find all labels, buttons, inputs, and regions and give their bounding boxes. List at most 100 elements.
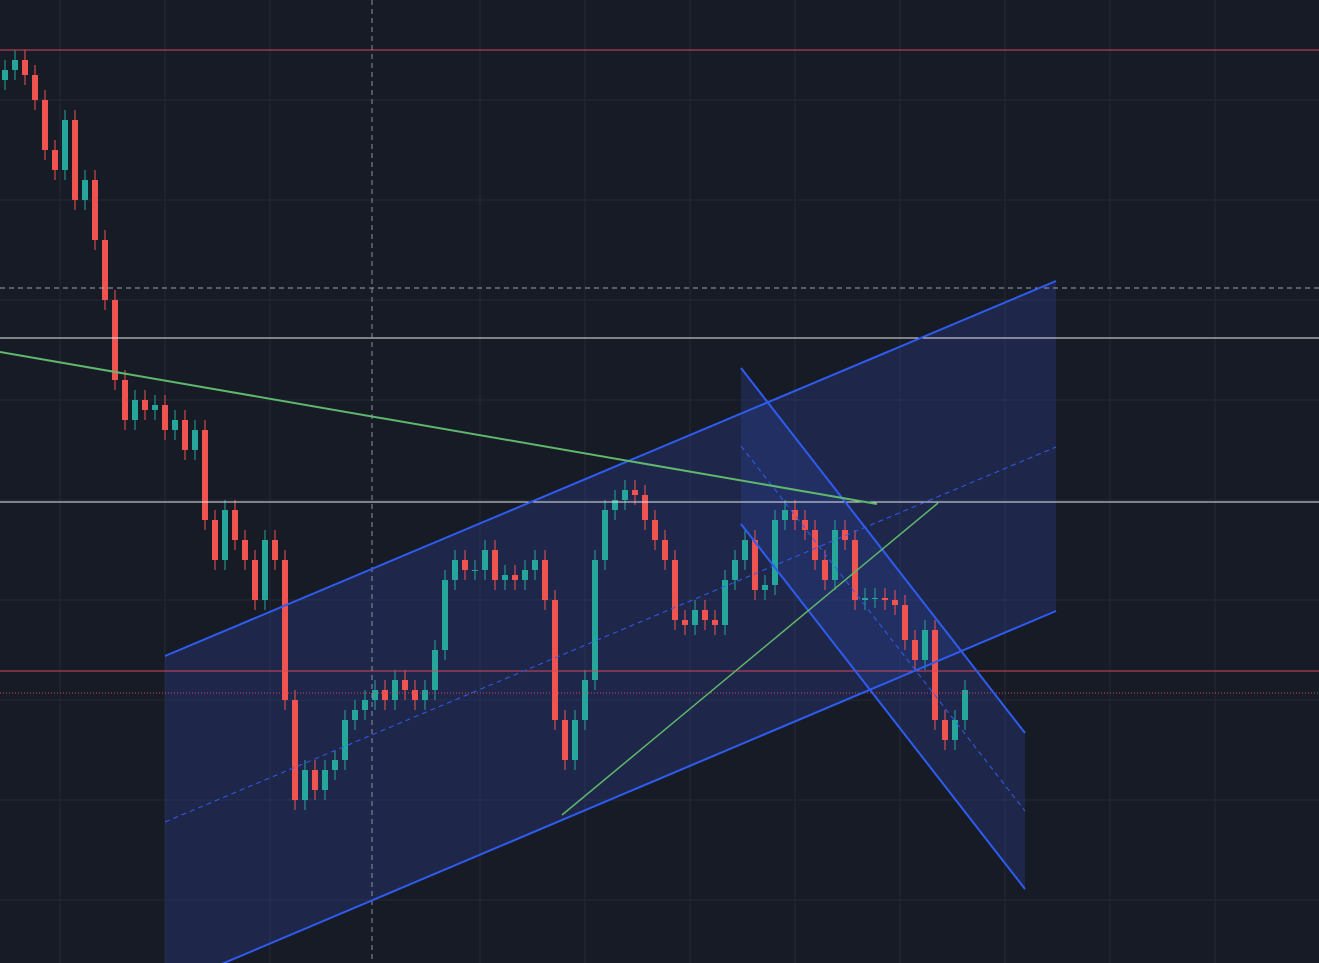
candle-body xyxy=(902,605,908,640)
candle-body xyxy=(472,570,478,571)
candle-body xyxy=(392,680,398,700)
trend-line xyxy=(0,351,878,505)
candle-body xyxy=(192,430,198,450)
candle-body xyxy=(622,490,628,500)
candle-body xyxy=(822,560,828,580)
candles xyxy=(2,50,968,810)
candle-body xyxy=(452,560,458,580)
candle-body xyxy=(412,690,418,700)
candle-body xyxy=(502,575,508,580)
candle-body xyxy=(342,720,348,760)
candle-body xyxy=(32,75,38,100)
descending-channel-fill xyxy=(741,368,1025,889)
candle-body xyxy=(2,70,8,80)
candle-body xyxy=(522,570,528,580)
candle-body xyxy=(322,770,328,790)
candle-body xyxy=(492,550,498,580)
candle-body xyxy=(282,560,288,700)
candle-body xyxy=(932,630,938,720)
candle-body xyxy=(832,530,838,580)
candle-body xyxy=(252,560,258,600)
candle-body xyxy=(82,180,88,200)
candle-body xyxy=(552,600,558,720)
candle-body xyxy=(442,580,448,650)
candle-body xyxy=(402,680,408,690)
candle-body xyxy=(602,510,608,560)
candle-body xyxy=(512,575,518,580)
candle-body xyxy=(562,720,568,760)
candle-body xyxy=(22,60,28,75)
candle-body xyxy=(72,120,78,200)
candle-body xyxy=(712,620,718,625)
candle-body xyxy=(292,700,298,800)
candle-body xyxy=(122,380,128,420)
candle-body xyxy=(842,530,848,540)
candle-body xyxy=(692,610,698,625)
candle-body xyxy=(162,405,168,430)
candle-body xyxy=(662,540,668,560)
candle-body xyxy=(532,560,538,570)
candle-body xyxy=(362,700,368,710)
candle-body xyxy=(212,520,218,560)
candle-body xyxy=(592,560,598,680)
candle-body xyxy=(352,710,358,720)
candle-body xyxy=(882,598,888,600)
candle-body xyxy=(872,598,878,599)
candle-body xyxy=(702,610,708,620)
candle-body xyxy=(92,180,98,240)
candle-body xyxy=(732,560,738,580)
candle-body xyxy=(652,520,658,540)
candle-body xyxy=(922,630,928,660)
candle-body xyxy=(752,540,758,590)
ascending-channel-fill xyxy=(165,281,1056,963)
candle-body xyxy=(642,495,648,520)
candle-body xyxy=(772,520,778,585)
candle-body xyxy=(942,720,948,740)
candle-body xyxy=(722,580,728,625)
candle-body xyxy=(912,640,918,660)
candle-body xyxy=(242,540,248,560)
trend-line xyxy=(561,502,939,816)
candle-body xyxy=(862,598,868,600)
descending-channel xyxy=(740,367,1026,890)
candle-body xyxy=(482,550,488,570)
candle-body xyxy=(202,430,208,520)
candle-body xyxy=(802,520,808,530)
candle-body xyxy=(682,620,688,625)
candle-body xyxy=(462,560,468,570)
candle-body xyxy=(222,510,228,560)
candle-body xyxy=(762,585,768,590)
candle-body xyxy=(582,680,588,720)
candle-body xyxy=(962,690,968,720)
candle-body xyxy=(102,240,108,300)
candle-body xyxy=(612,500,618,510)
candle-body xyxy=(62,120,68,170)
candle-body xyxy=(382,690,388,700)
candle-body xyxy=(812,530,818,560)
candle-body xyxy=(182,420,188,450)
candle-body xyxy=(152,405,158,410)
candle-body xyxy=(272,540,278,560)
candle-body xyxy=(542,560,548,600)
candle-body xyxy=(142,400,148,410)
candle-body xyxy=(12,60,18,70)
candle-body xyxy=(112,300,118,380)
candle-body xyxy=(52,150,58,170)
candle-body xyxy=(262,540,268,600)
candle-body xyxy=(172,420,178,430)
candle-body xyxy=(852,540,858,600)
candle-body xyxy=(232,510,238,540)
ascending-channel xyxy=(164,280,1057,963)
candle-body xyxy=(572,720,578,760)
candle-body xyxy=(672,560,678,620)
candle-body xyxy=(742,540,748,560)
candle-body xyxy=(332,760,338,770)
candle-body xyxy=(42,100,48,150)
candle-body xyxy=(422,690,428,700)
candle-body xyxy=(892,600,898,605)
candle-body xyxy=(632,490,638,495)
